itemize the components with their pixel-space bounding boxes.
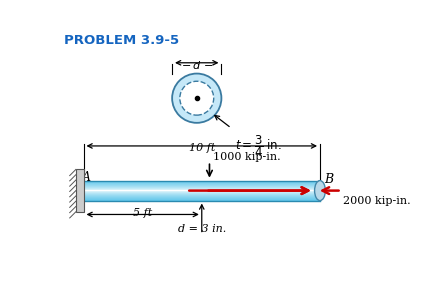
Bar <box>83 194 320 195</box>
Bar <box>83 186 320 187</box>
Bar <box>83 196 320 197</box>
Text: d = 3 in.: d = 3 in. <box>178 224 226 235</box>
Bar <box>83 189 320 190</box>
Bar <box>83 195 320 196</box>
Bar <box>83 182 320 183</box>
Bar <box>83 193 320 194</box>
Text: 1000 kip-in.: 1000 kip-in. <box>213 152 281 163</box>
Text: $t = \dfrac{3}{4}$ in.: $t = \dfrac{3}{4}$ in. <box>235 134 282 159</box>
Text: 5 ft: 5 ft <box>133 207 153 217</box>
Bar <box>83 188 320 189</box>
Circle shape <box>172 74 222 123</box>
Ellipse shape <box>314 181 325 201</box>
Bar <box>83 187 320 188</box>
Text: PROBLEM 3.9-5: PROBLEM 3.9-5 <box>63 34 178 47</box>
Bar <box>83 190 320 191</box>
Text: B: B <box>324 173 333 186</box>
Bar <box>83 185 320 186</box>
Text: $-\,d\,-$: $-\,d\,-$ <box>181 59 213 71</box>
Text: A: A <box>82 171 91 184</box>
Bar <box>83 198 320 199</box>
Bar <box>83 181 320 182</box>
Bar <box>83 200 320 201</box>
Bar <box>76 169 83 212</box>
Bar <box>83 183 320 184</box>
Bar <box>83 184 320 185</box>
Text: 2000 kip-in.: 2000 kip-in. <box>343 196 411 206</box>
Circle shape <box>180 81 214 115</box>
Bar <box>83 199 320 200</box>
Bar <box>83 191 320 192</box>
Bar <box>83 192 320 193</box>
Bar <box>83 197 320 198</box>
Text: 10 ft: 10 ft <box>189 143 215 153</box>
